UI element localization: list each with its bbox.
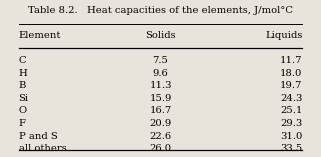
Text: Liquids: Liquids	[265, 31, 302, 40]
Text: 20.9: 20.9	[149, 119, 172, 128]
Text: Si: Si	[19, 94, 29, 103]
Text: 9.6: 9.6	[152, 69, 169, 78]
Text: Table 8.2.   Heat capacities of the elements, J/mol°C: Table 8.2. Heat capacities of the elemen…	[28, 6, 293, 15]
Text: 25.1: 25.1	[280, 106, 302, 115]
Text: 26.0: 26.0	[150, 144, 171, 153]
Text: 15.9: 15.9	[149, 94, 172, 103]
Text: 33.5: 33.5	[280, 144, 302, 153]
Text: B: B	[19, 81, 26, 90]
Text: 11.3: 11.3	[149, 81, 172, 90]
Text: 24.3: 24.3	[280, 94, 302, 103]
Text: P and S: P and S	[19, 132, 57, 141]
Text: 11.7: 11.7	[280, 56, 302, 65]
Text: C: C	[19, 56, 26, 65]
Text: 7.5: 7.5	[152, 56, 169, 65]
Text: F: F	[19, 119, 26, 128]
Text: 22.6: 22.6	[150, 132, 171, 141]
Text: O: O	[19, 106, 27, 115]
Text: H: H	[19, 69, 27, 78]
Text: 19.7: 19.7	[280, 81, 302, 90]
Text: 16.7: 16.7	[149, 106, 172, 115]
Text: 31.0: 31.0	[280, 132, 302, 141]
Text: 29.3: 29.3	[280, 119, 302, 128]
Text: 18.0: 18.0	[280, 69, 302, 78]
Text: all others: all others	[19, 144, 66, 153]
Text: Element: Element	[19, 31, 61, 40]
Text: Solids: Solids	[145, 31, 176, 40]
